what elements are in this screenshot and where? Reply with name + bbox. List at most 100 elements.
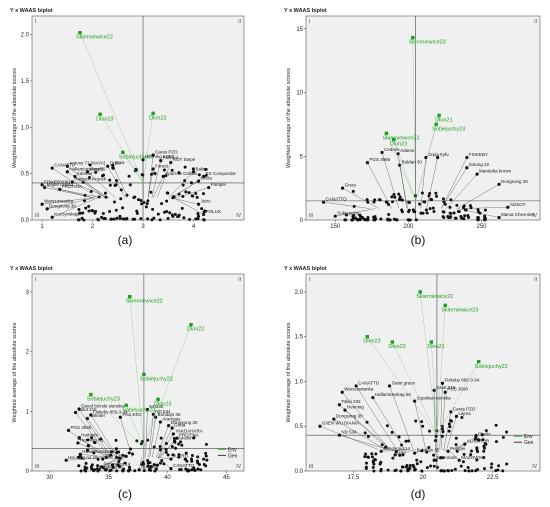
genotype-point	[394, 450, 398, 454]
genotype-point	[428, 192, 432, 196]
environment-vector	[142, 113, 154, 183]
environment-label: Skierniewice23	[441, 307, 478, 313]
environment-label: Sobiejuchy23	[432, 126, 465, 132]
genotype-point	[476, 216, 480, 220]
genotype-point	[170, 213, 174, 217]
genotype-point	[366, 455, 370, 459]
genotype-point	[413, 399, 417, 403]
genotype-point	[172, 437, 176, 441]
genotype-point	[87, 209, 91, 213]
leader-line	[75, 412, 110, 458]
leader-line	[107, 166, 126, 198]
genotype-point	[177, 171, 181, 175]
genotype-point	[145, 407, 150, 412]
genotype-label: Hallamtonskag 55	[69, 166, 106, 171]
genotype-label: Hei rung no 15	[68, 455, 98, 460]
genotype-point	[204, 173, 208, 177]
genotype-point	[124, 217, 128, 221]
genotype-point	[449, 215, 453, 219]
genotype-label: MAZOWIA	[461, 455, 483, 460]
genotype-label: Kaprali	[108, 464, 122, 469]
genotype-point	[398, 453, 402, 457]
genotype-point	[103, 217, 107, 221]
quadrant-label: IV	[236, 464, 241, 470]
genotype-label: Maple Presto	[47, 182, 74, 187]
genotype-point	[77, 436, 81, 440]
genotype-point	[429, 464, 433, 468]
genotype-label: ND 534	[341, 430, 357, 435]
genotype-point	[115, 216, 119, 220]
genotype-point	[453, 216, 457, 220]
genotype-point	[372, 462, 376, 466]
quadrant-label: II	[238, 19, 241, 25]
genotype-point	[154, 467, 158, 471]
genotype-point	[352, 213, 356, 217]
genotype-point	[455, 203, 459, 207]
genotype-point	[207, 185, 211, 190]
genotype-point	[475, 458, 479, 462]
genotype-point	[177, 455, 181, 459]
genotype-point	[506, 205, 510, 209]
genotype-point	[165, 209, 169, 213]
genotype-point	[87, 176, 91, 180]
panel-4: Y x WAAS biplot Weighted average of the a…	[284, 266, 541, 481]
legend-label: Gen	[228, 453, 238, 459]
chart-title: Y x WAAS biplot	[10, 8, 53, 14]
genotype-point	[185, 459, 189, 463]
genotype-point	[158, 218, 162, 222]
genotype-point	[364, 452, 368, 456]
genotype-label: ES Compositor	[206, 171, 237, 176]
genotype-point	[121, 217, 125, 221]
leader-line	[42, 197, 93, 205]
leader-line	[47, 197, 96, 210]
genotype-point	[405, 464, 409, 468]
leader-line	[74, 176, 110, 198]
genotype-point	[159, 436, 163, 440]
genotype-label: ND 534	[155, 409, 171, 414]
genotype-point	[384, 200, 388, 204]
genotype-point	[435, 465, 439, 469]
genotype-label: Obelix	[478, 431, 492, 436]
genotype-point	[440, 381, 445, 385]
environment-point	[429, 340, 434, 344]
genotype-label: Greta	[201, 176, 213, 181]
genotype-label: Gieed bicrsle sienska	[81, 403, 124, 408]
leader-line	[151, 160, 161, 198]
environment-vector	[126, 405, 145, 449]
genotype-point	[321, 200, 326, 204]
environment-vector	[122, 152, 144, 183]
genotype-point	[448, 211, 452, 215]
genotype-point	[435, 194, 439, 198]
genotype-point	[353, 216, 357, 220]
genotype-point	[84, 461, 88, 465]
genotype-point	[139, 217, 143, 221]
genotype-point	[428, 429, 432, 433]
genotype-point	[80, 456, 84, 460]
leader-line	[441, 157, 468, 209]
genotype-point	[124, 454, 128, 458]
genotype-point	[189, 181, 193, 185]
genotype-point	[501, 435, 505, 439]
genotype-point	[160, 202, 164, 206]
genotype-point	[171, 432, 175, 436]
genotype-point	[182, 216, 186, 220]
genotype-point	[480, 433, 484, 437]
genotype-point	[196, 217, 200, 221]
genotype-point	[412, 465, 416, 469]
genotype-label: ADY 140	[105, 454, 123, 459]
genotype-label: CANATTO	[358, 380, 380, 385]
genotype-label: Dongsong 14	[103, 461, 130, 466]
genotype-label: Tokei 232	[341, 399, 361, 404]
genotype-point	[482, 456, 486, 460]
genotype-point	[379, 469, 383, 473]
leader-line	[87, 171, 116, 198]
environment-point	[128, 294, 132, 299]
quadrant-label: I	[35, 277, 36, 283]
genotype-point	[447, 429, 451, 433]
leader-line	[433, 449, 436, 461]
environment-label: Skierniewice22	[126, 299, 163, 305]
leader-line	[42, 184, 93, 198]
genotype-point	[64, 458, 68, 462]
genotype-point	[459, 464, 463, 468]
genotype-label: SG Amarit	[436, 455, 457, 460]
